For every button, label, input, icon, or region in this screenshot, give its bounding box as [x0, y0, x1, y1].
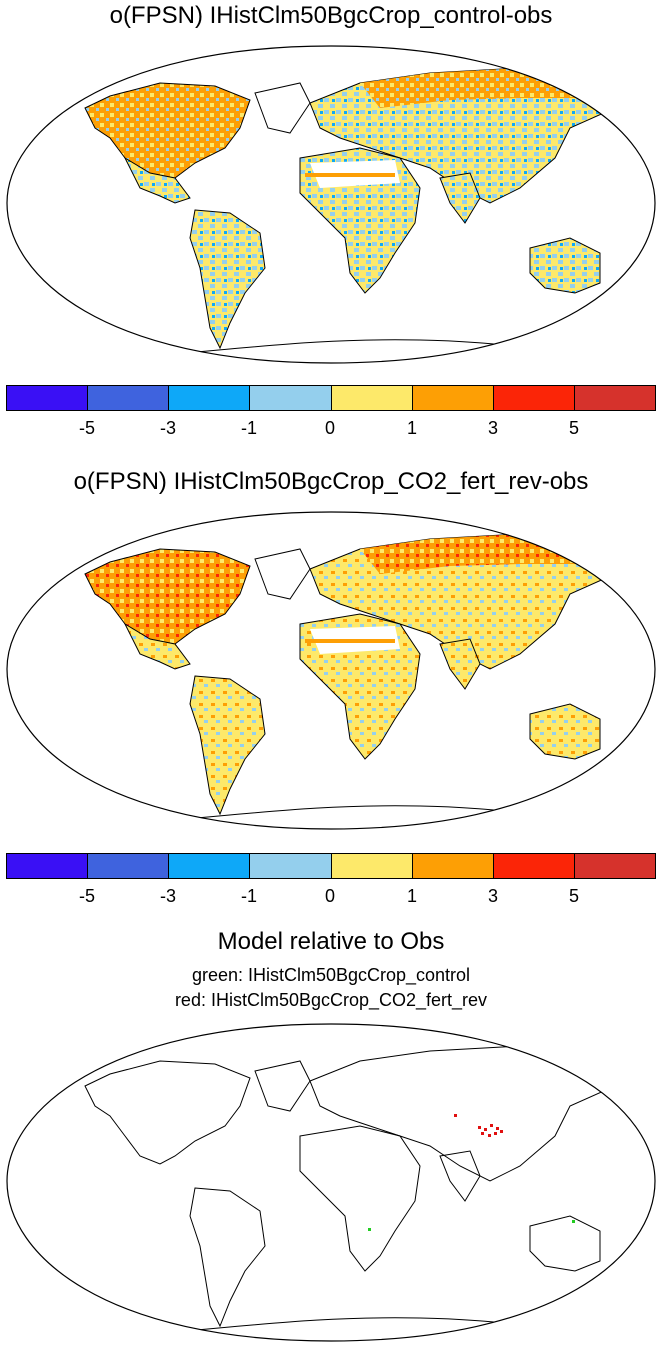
colorbar-2-seg-2	[169, 854, 251, 878]
colorbar-1-tick-label: -1	[240, 418, 258, 438]
india-outline	[439, 1150, 481, 1202]
panel-3-legend-green: green: IHistClm50BgcCrop_control	[191, 965, 471, 985]
colorbar-2-seg-0	[7, 854, 89, 878]
colorbar-2	[6, 853, 656, 879]
australia-region	[529, 237, 601, 294]
australia-region	[529, 703, 601, 760]
colorbar-2-seg-7	[574, 854, 655, 878]
red-markers	[454, 1114, 503, 1137]
colorbar-1-seg-2	[169, 386, 251, 410]
colorbar-1-seg-6	[493, 386, 575, 410]
usa-region	[123, 622, 191, 670]
panel-1-map	[6, 45, 656, 364]
india-region	[439, 638, 481, 690]
map-border	[6, 1023, 656, 1342]
south-america-outline	[189, 1187, 266, 1328]
colorbar-2-seg-5	[412, 854, 494, 878]
colorbar-2-seg-1	[88, 854, 170, 878]
colorbar-2-tick-label: -1	[240, 886, 258, 906]
africa-outline	[299, 1125, 421, 1272]
colorbar-2-tick-label: -5	[78, 886, 96, 906]
north-america-region	[84, 548, 251, 653]
north-america-region	[84, 82, 251, 187]
colorbar-1-tick-label: 3	[487, 418, 499, 438]
south-america-region	[189, 209, 266, 350]
colorbar-1-seg-4	[331, 386, 413, 410]
panel-1-title: o(FPSN) IHistClm50BgcCrop_control-obs	[109, 2, 553, 29]
panel-3-map	[6, 1023, 656, 1342]
india-region	[439, 172, 481, 224]
australia-outline	[529, 1215, 601, 1272]
panel-3-legend-red: red: IHistClm50BgcCrop_CO2_fert_rev	[174, 990, 488, 1010]
colorbar-1-seg-1	[88, 386, 170, 410]
colorbar-1-tick-label: 1	[406, 418, 418, 438]
panel-3-title: Model relative to Obs	[217, 928, 445, 955]
colorbar-2-tick-label: 5	[568, 886, 580, 906]
colorbar-1-tick-label: 0	[324, 418, 336, 438]
colorbar-1-seg-0	[7, 386, 89, 410]
colorbar-2-tick-label: 3	[487, 886, 499, 906]
colorbar-2-seg-4	[331, 854, 413, 878]
map-border	[6, 45, 656, 364]
eurasia-outline	[309, 1045, 616, 1182]
colorbar-1-seg-7	[574, 386, 655, 410]
usa-region	[123, 156, 191, 204]
colorbar-2-tick-label: -3	[159, 886, 177, 906]
colorbar-2-tick-label: 0	[324, 886, 336, 906]
colorbar-2-seg-6	[493, 854, 575, 878]
panel-2-map	[6, 511, 656, 830]
green-markers	[368, 1220, 575, 1231]
panel-2-title: o(FPSN) IHistClm50BgcCrop_CO2_fert_rev-o…	[73, 468, 589, 495]
colorbar-1-seg-5	[412, 386, 494, 410]
map-border	[6, 511, 656, 830]
greenland-outline	[254, 548, 311, 600]
colorbar-1-tick-label: 5	[568, 418, 580, 438]
colorbar-2-seg-3	[250, 854, 332, 878]
colorbar-1-tick-label: -5	[78, 418, 96, 438]
colorbar-1	[6, 385, 656, 411]
colorbar-1-seg-3	[250, 386, 332, 410]
colorbar-1-tick-label: -3	[159, 418, 177, 438]
greenland-outline	[254, 82, 311, 134]
north-america-outline	[84, 1060, 251, 1165]
south-america-region	[189, 675, 266, 816]
greenland-outline	[254, 1060, 311, 1112]
colorbar-2-tick-label: 1	[406, 886, 418, 906]
